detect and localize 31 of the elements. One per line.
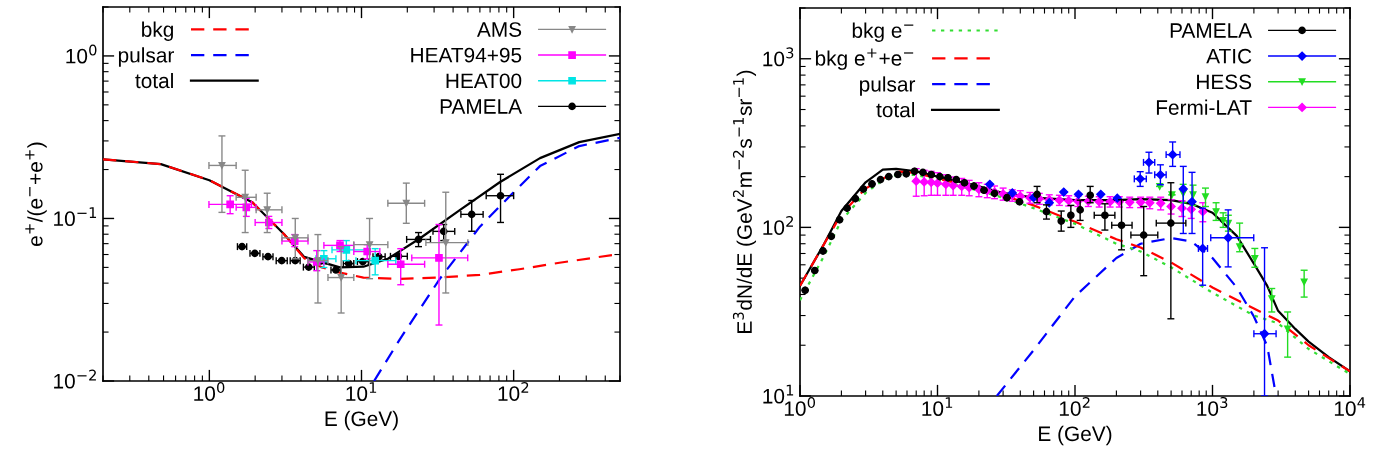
x-tick-label: 10$^{1}$ — [922, 397, 953, 417]
legend-label: pulsar — [860, 76, 916, 96]
legend-label: PAMELA — [440, 99, 523, 114]
legend-label: HEAT00 — [446, 73, 522, 89]
y-axis-title: e$^{+}$/(e$^{−}$+e$^{+}$) — [25, 142, 47, 246]
y-tick-label: 10$^{3}$ — [763, 47, 794, 67]
x-tick-label: 10$^{1}$ — [346, 382, 377, 402]
y-tick-label: 10$^{0}$ — [66, 44, 97, 64]
x-tick-label: 10$^{4}$ — [1334, 397, 1366, 417]
legend-label: ATIC — [1206, 48, 1252, 64]
legend-label: bkg e$^{−}$ — [852, 22, 914, 42]
legend-label: HESS — [1197, 74, 1252, 90]
legend-label: total — [876, 102, 915, 118]
legend-label: Fermi-LAT — [1156, 99, 1252, 115]
legend-label: HEAT94+95 — [411, 47, 522, 63]
legend-label: bkg — [142, 21, 173, 41]
x-axis-title: E (GeV) — [325, 410, 398, 431]
legend-label: total — [135, 72, 173, 89]
y-tick-label: 10$^{−2}$ — [54, 369, 96, 389]
x-tick-label: 10$^{3}$ — [1197, 397, 1228, 416]
x-tick-label: 10$^{2}$ — [498, 382, 529, 401]
x-axis-title: E (GeV) — [1039, 425, 1112, 446]
legend-label: PAMELA — [1170, 23, 1253, 38]
y-tick-label: 10$^{2}$ — [763, 215, 793, 235]
text: E$^{3}$dN/dE (GeV$^{2}$m$^{−2}$s$^{−1}$sr$^{−1}$) — [732, 70, 757, 333]
x-tick-label: 10$^{2}$ — [1059, 397, 1090, 416]
legend-label: bkg e$^{+}$+e$^{−}$ — [815, 48, 914, 70]
legend-label: pulsar — [118, 47, 174, 67]
x-tick-label: 10$^{0}$ — [194, 382, 225, 401]
legend-label: AMS — [476, 22, 522, 37]
y-tick-label: 10$^{−1}$ — [54, 207, 97, 227]
